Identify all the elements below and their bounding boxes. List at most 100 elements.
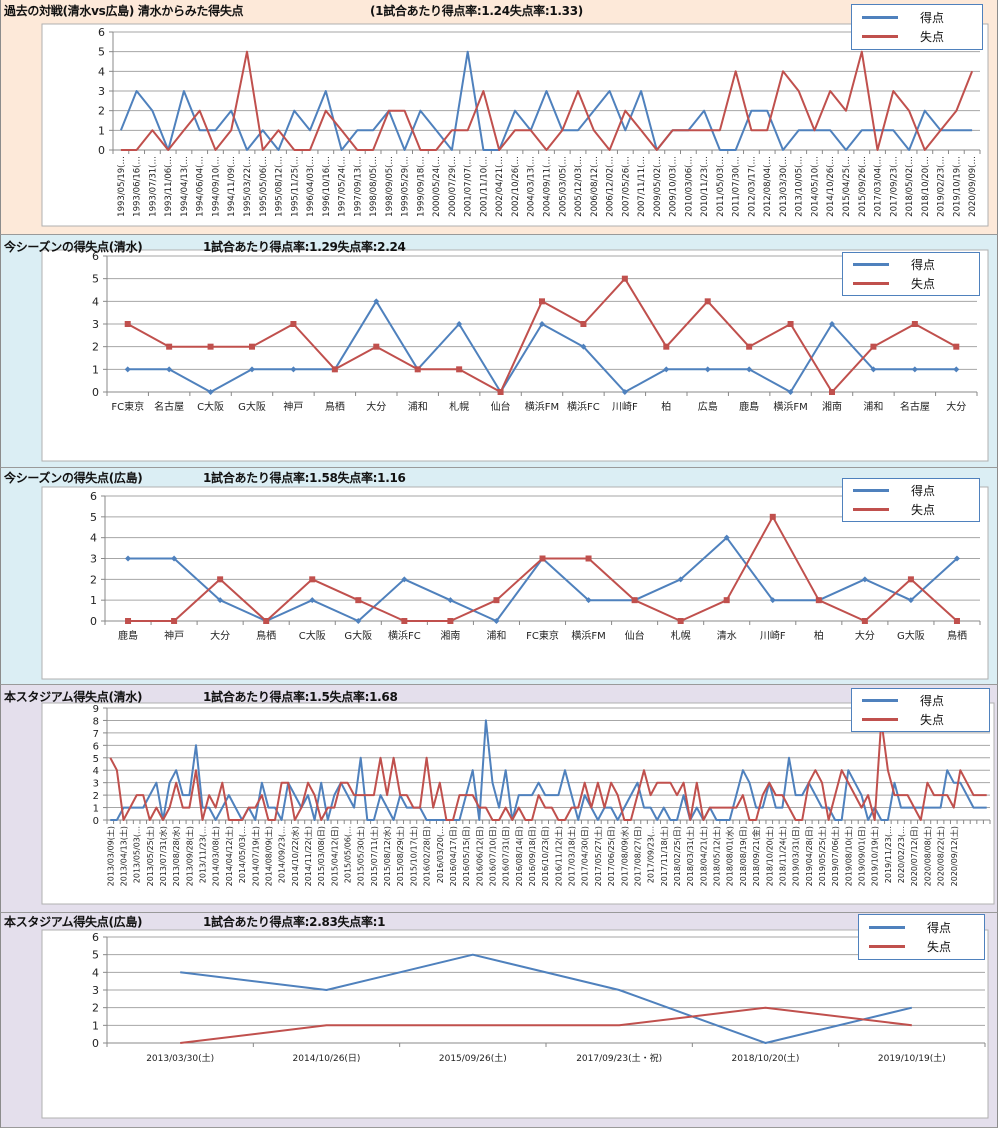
chart-rate: 1試合あたり得点率:1.29失点率:2.24 <box>203 240 406 254</box>
data-point-score <box>207 389 214 395</box>
data-point-score <box>447 597 454 604</box>
x-tick-label: 2014/11/22(土) <box>303 826 313 886</box>
legend-label: 得点 <box>911 258 936 272</box>
y-tick-label: 2 <box>93 791 99 802</box>
x-tick-label: 横浜FM <box>571 629 605 642</box>
data-point-conceded <box>447 618 454 624</box>
data-point-score <box>539 321 545 327</box>
x-tick-label: 2016/09/18(日) <box>528 826 537 886</box>
x-tick-label: 2019/05/25(土) <box>817 826 827 886</box>
x-tick-label: 2017/08/09(水) <box>619 826 629 886</box>
y-tick-label: 1 <box>90 594 97 607</box>
x-tick-label: 2019/08/10(土) <box>843 826 853 886</box>
data-point-score <box>171 555 178 562</box>
chart-title: 過去の対戦(清水vs広島) 清水からみた得失点 <box>4 4 244 18</box>
x-tick-label: 1993/07/31(… <box>148 156 158 217</box>
x-tick-label: FC東京 <box>111 400 144 413</box>
y-tick-label: 4 <box>93 766 99 777</box>
x-tick-label: 2018/11/24(土) <box>777 826 787 886</box>
x-tick-label: 浦和 <box>486 629 506 642</box>
chart-title: 本スタジアム得失点(広島) <box>4 915 143 929</box>
x-tick-label: 2015/03/08(日) <box>317 826 326 886</box>
x-tick-label: 1994/11/09(… <box>227 156 237 217</box>
data-point-conceded <box>217 576 224 583</box>
x-tick-label: 2012/08/04(… <box>763 156 773 217</box>
x-tick-label: 2009/05/02(… <box>653 156 663 217</box>
x-tick-label: 1996/04/03(… <box>306 156 316 217</box>
x-tick-label: 2019/09/01(日) <box>858 826 867 886</box>
x-tick-label: 2016/02/28(日) <box>423 826 432 886</box>
x-tick-label: 2017/11/18(土) <box>659 826 669 886</box>
series-line-conceded <box>120 50 974 151</box>
data-point-conceded <box>493 597 500 604</box>
x-tick-label: 1999/05/29(… <box>401 156 411 217</box>
x-tick-label: 2019/04/28(日) <box>805 826 814 886</box>
x-tick-label: 2007/11/11(… <box>637 156 647 217</box>
x-tick-label: 2015/07/11(土) <box>369 826 379 886</box>
x-tick-label: 2004/03/13(… <box>527 156 537 217</box>
x-tick-label: 2018/10/20(土) <box>764 826 774 886</box>
y-tick-label: 3 <box>92 984 99 997</box>
x-tick-label: 2015/09/26(土) <box>439 1052 507 1064</box>
legend-label: 失点 <box>911 503 936 517</box>
data-point-conceded <box>953 343 960 350</box>
data-point-score <box>829 321 835 327</box>
data-point-score <box>907 597 914 604</box>
x-tick-label: 2014/10/22(水) <box>290 826 300 886</box>
x-tick-label: 湘南 <box>440 629 460 642</box>
x-tick-label: 2016/10/23(日) <box>541 826 550 886</box>
x-tick-label: 1998/08/05(… <box>369 156 379 217</box>
x-tick-label: 2016/04/17(日) <box>449 826 458 886</box>
x-tick-label: 2014/05/10(… <box>810 156 820 217</box>
x-tick-label: 2015/10/17(土) <box>408 826 418 886</box>
y-tick-label: 8 <box>93 716 99 727</box>
x-tick-label: G大阪 <box>238 400 266 413</box>
x-tick-label: 川崎F <box>760 629 786 642</box>
x-tick-label: 神戸 <box>164 629 184 642</box>
x-tick-label: 横浜FC <box>388 629 421 642</box>
x-tick-label: 鳥栖 <box>256 629 276 642</box>
x-tick-label: 2019/10/19(土) <box>870 826 880 886</box>
x-tick-label: 2014/07/19(土) <box>250 826 260 886</box>
x-tick-label: G大阪 <box>344 629 372 642</box>
x-tick-label: 横浜FC <box>567 400 600 413</box>
x-tick-label: 1994/06/04(… <box>196 156 206 217</box>
data-point-conceded <box>769 513 776 520</box>
x-tick-label: 2011/05/03(… <box>716 156 726 217</box>
data-point-score <box>621 389 628 395</box>
x-tick-label: 2004/09/11(… <box>543 156 553 217</box>
data-point-conceded <box>787 321 794 327</box>
legend-swatch-score <box>853 263 889 266</box>
data-point-conceded <box>456 366 463 373</box>
y-tick-label: 7 <box>93 729 99 740</box>
x-tick-label: 2017/03/04(… <box>874 156 884 217</box>
x-tick-label: 2013/08/28(水) <box>171 826 181 886</box>
x-tick-label: 2017/09/23(… <box>889 156 899 217</box>
x-tick-label: 2002/10/26(… <box>511 156 521 217</box>
y-tick-label: 3 <box>92 318 99 331</box>
chart-rate: 1試合あたり得点率:1.5失点率:1.68 <box>203 690 398 704</box>
x-tick-label: 広島 <box>698 400 718 413</box>
data-point-conceded <box>829 389 835 395</box>
y-tick-label: 2 <box>90 573 97 586</box>
x-tick-label: 2016/03/20(… <box>436 826 445 883</box>
x-tick-label: 2018/10/20(… <box>921 156 931 217</box>
data-point-score <box>953 366 960 373</box>
x-tick-label: 2016/07/10(日) <box>488 826 497 886</box>
x-tick-label: 2018/08/01(水) <box>725 826 735 886</box>
x-tick-label: 名古屋 <box>154 400 184 413</box>
y-tick-label: 6 <box>92 931 99 944</box>
data-point-score <box>125 555 132 562</box>
series-line-score <box>119 50 973 151</box>
data-point-score <box>787 389 794 395</box>
x-tick-label: 2013/04/13(土) <box>118 826 128 886</box>
x-tick-label: 2015/09/26(… <box>858 156 868 217</box>
data-point-conceded <box>911 321 918 327</box>
y-tick-label: 0 <box>93 816 99 827</box>
x-tick-label: 2020/09/12(土) <box>949 826 959 886</box>
y-tick-label: 5 <box>93 754 99 765</box>
x-tick-label: 大分 <box>210 629 230 642</box>
x-tick-label: 2019/10/19(… <box>952 156 962 217</box>
